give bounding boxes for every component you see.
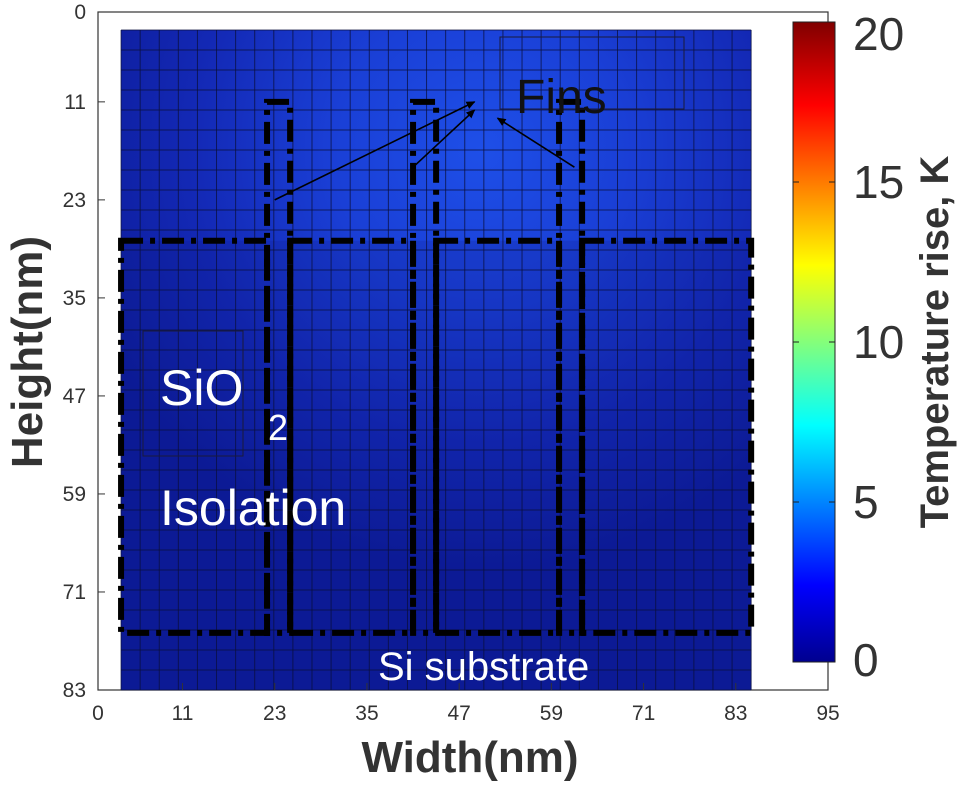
x-tick-label: 95 — [816, 702, 839, 725]
colorbar-tick-label: 20 — [853, 8, 904, 60]
y-tick-label: 83 — [63, 679, 86, 702]
fin-outline — [556, 98, 586, 636]
oxide-label-main: SiO — [160, 360, 243, 416]
colorbar-tick-label: 15 — [853, 156, 904, 208]
fins-label: Fins — [516, 71, 607, 124]
x-tick-label: 83 — [724, 702, 747, 725]
oxide-region-outline — [118, 237, 271, 636]
fin-pointer-arrow — [412, 109, 476, 168]
y-tick-label: 23 — [63, 189, 86, 212]
colorbar — [792, 21, 836, 663]
y-tick-label: 11 — [64, 91, 86, 114]
fin-pointer-arrow — [496, 117, 575, 168]
fin-outline — [410, 98, 440, 636]
fin-pointer-arrow — [274, 101, 476, 201]
x-axis-label: Width(nm) — [361, 733, 578, 782]
x-tick-label: 35 — [355, 702, 378, 725]
y-axis-label: Height(nm) — [3, 236, 52, 468]
y-tick-label: 71 — [63, 581, 86, 604]
x-tick-label: 59 — [540, 702, 563, 725]
oxide-label-box — [142, 330, 244, 457]
colorbar-label: Temperature rise, K — [913, 156, 957, 529]
y-tick-label: 0 — [74, 1, 86, 24]
y-tick-label: 59 — [63, 483, 86, 506]
oxide-label-isolation: Isolation — [160, 480, 346, 536]
x-tick-label: 0 — [92, 702, 104, 725]
x-tick-label: 71 — [632, 702, 655, 725]
fins-label-box — [499, 36, 685, 110]
oxide-region-outline — [579, 237, 755, 636]
colorbar-tick-label: 0 — [853, 634, 879, 686]
fin-outline — [264, 98, 294, 636]
substrate-label: Si substrate — [378, 645, 589, 689]
x-tick-label: 47 — [447, 702, 470, 725]
x-tick-label: 23 — [263, 702, 286, 725]
y-tick-label: 47 — [63, 385, 86, 408]
x-tick-label: 11 — [172, 702, 194, 725]
oxide-label-subscript: 2 — [268, 407, 288, 448]
y-tick-label: 35 — [63, 287, 86, 310]
colorbar-tick-label: 10 — [853, 316, 904, 368]
colorbar-tick-label: 5 — [853, 476, 879, 528]
